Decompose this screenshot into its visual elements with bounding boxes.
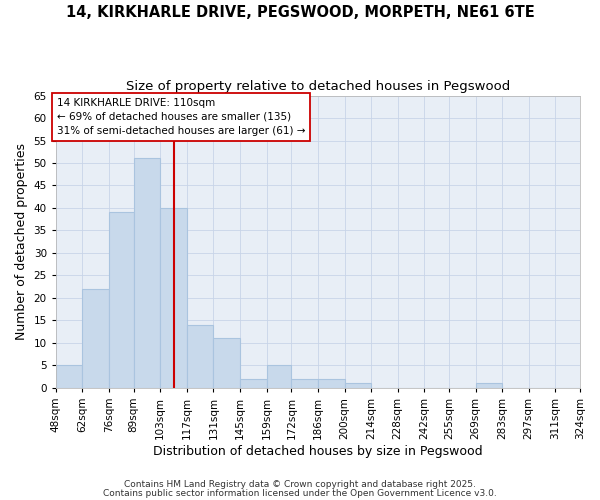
Bar bbox=[109, 212, 134, 388]
Bar bbox=[318, 379, 344, 388]
Title: Size of property relative to detached houses in Pegswood: Size of property relative to detached ho… bbox=[126, 80, 510, 93]
Bar bbox=[187, 325, 214, 388]
Text: 14, KIRKHARLE DRIVE, PEGSWOOD, MORPETH, NE61 6TE: 14, KIRKHARLE DRIVE, PEGSWOOD, MORPETH, … bbox=[65, 5, 535, 20]
Text: Contains HM Land Registry data © Crown copyright and database right 2025.: Contains HM Land Registry data © Crown c… bbox=[124, 480, 476, 489]
Bar bbox=[266, 366, 292, 388]
X-axis label: Distribution of detached houses by size in Pegswood: Distribution of detached houses by size … bbox=[153, 444, 483, 458]
Bar bbox=[476, 384, 502, 388]
Bar bbox=[292, 379, 318, 388]
Bar bbox=[214, 338, 240, 388]
Y-axis label: Number of detached properties: Number of detached properties bbox=[15, 143, 28, 340]
Text: 14 KIRKHARLE DRIVE: 110sqm
← 69% of detached houses are smaller (135)
31% of sem: 14 KIRKHARLE DRIVE: 110sqm ← 69% of deta… bbox=[57, 98, 305, 136]
Text: Contains public sector information licensed under the Open Government Licence v3: Contains public sector information licen… bbox=[103, 488, 497, 498]
Bar bbox=[240, 379, 266, 388]
Bar bbox=[56, 366, 82, 388]
Bar bbox=[82, 289, 109, 388]
Bar bbox=[160, 208, 187, 388]
Bar bbox=[134, 158, 160, 388]
Bar bbox=[344, 384, 371, 388]
